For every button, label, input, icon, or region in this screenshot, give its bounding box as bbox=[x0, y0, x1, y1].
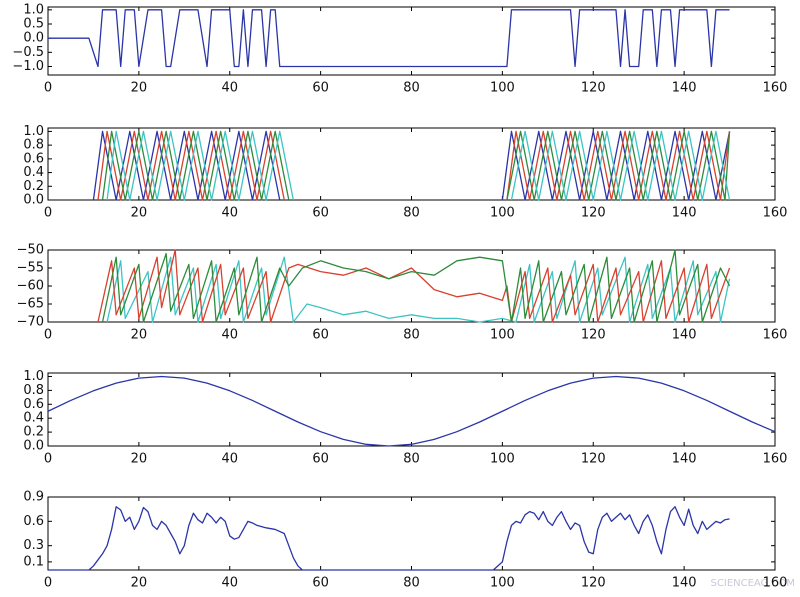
y-tick-label: 0.0 bbox=[23, 439, 44, 454]
y-tick-label: 0.2 bbox=[23, 179, 44, 194]
x-tick-label: 60 bbox=[312, 81, 329, 96]
x-tick-label: 140 bbox=[672, 81, 697, 96]
x-tick-label: 120 bbox=[581, 328, 606, 343]
y-tick-label: −1.0 bbox=[12, 59, 44, 74]
x-tick-label: 60 bbox=[312, 576, 329, 591]
x-tick-label: 0 bbox=[44, 452, 52, 467]
x-tick-label: 40 bbox=[221, 81, 238, 96]
data-line bbox=[47, 375, 776, 447]
x-tick-label: 60 bbox=[312, 206, 329, 221]
y-tick-label: −70 bbox=[17, 315, 44, 330]
x-tick-label: 100 bbox=[490, 81, 515, 96]
y-tick-label: 0.6 bbox=[23, 514, 44, 529]
x-tick-label: 120 bbox=[581, 452, 606, 467]
y-tick-label: 0.4 bbox=[23, 411, 44, 426]
x-tick-label: 100 bbox=[490, 206, 515, 221]
x-tick-label: 40 bbox=[221, 206, 238, 221]
x-tick-label: 20 bbox=[131, 452, 148, 467]
x-tick-label: 160 bbox=[763, 452, 788, 467]
y-tick-label: 0.8 bbox=[23, 383, 44, 398]
x-tick-label: 80 bbox=[403, 328, 420, 343]
x-tick-label: 140 bbox=[672, 206, 697, 221]
data-line bbox=[48, 9, 730, 68]
x-tick-label: 60 bbox=[312, 328, 329, 343]
y-tick-label: 0.6 bbox=[23, 397, 44, 412]
y-tick-label: 0.2 bbox=[23, 425, 44, 440]
data-line bbox=[101, 249, 731, 323]
y-tick-label: 1.0 bbox=[23, 124, 44, 139]
y-tick-label: 0.8 bbox=[23, 138, 44, 153]
y-tick-label: 0.5 bbox=[23, 17, 44, 32]
x-tick-label: 100 bbox=[490, 452, 515, 467]
x-tick-label: 20 bbox=[131, 576, 148, 591]
watermark: SCIENCEAG.COM bbox=[711, 578, 795, 589]
y-tick-label: 0.3 bbox=[23, 538, 44, 553]
x-tick-label: 80 bbox=[403, 576, 420, 591]
x-tick-label: 0 bbox=[44, 328, 52, 343]
x-tick-label: 0 bbox=[44, 576, 52, 591]
x-tick-label: 20 bbox=[131, 328, 148, 343]
data-line bbox=[106, 130, 731, 201]
x-tick-label: 80 bbox=[403, 81, 420, 96]
x-tick-label: 160 bbox=[763, 328, 788, 343]
x-tick-label: 160 bbox=[763, 206, 788, 221]
data-line bbox=[97, 249, 731, 323]
x-tick-label: 60 bbox=[312, 452, 329, 467]
x-tick-label: 0 bbox=[44, 81, 52, 96]
x-tick-label: 160 bbox=[763, 81, 788, 96]
x-tick-label: 140 bbox=[672, 576, 697, 591]
y-tick-label: 0.4 bbox=[23, 165, 44, 180]
x-tick-label: 40 bbox=[221, 576, 238, 591]
y-tick-label: 0.0 bbox=[23, 31, 44, 46]
x-tick-label: 80 bbox=[403, 452, 420, 467]
x-tick-label: 100 bbox=[490, 328, 515, 343]
x-tick-label: 120 bbox=[581, 81, 606, 96]
y-tick-label: 0.6 bbox=[23, 151, 44, 166]
y-tick-label: −60 bbox=[17, 279, 44, 294]
x-tick-label: 40 bbox=[221, 328, 238, 343]
data-line bbox=[106, 256, 731, 323]
y-tick-label: 0.9 bbox=[23, 490, 44, 505]
x-tick-label: 120 bbox=[581, 576, 606, 591]
x-tick-label: 80 bbox=[403, 206, 420, 221]
x-tick-label: 120 bbox=[581, 206, 606, 221]
y-tick-label: 0.0 bbox=[23, 193, 44, 208]
y-tick-label: −55 bbox=[17, 261, 44, 276]
x-tick-label: 0 bbox=[44, 206, 52, 221]
y-tick-label: −0.5 bbox=[12, 45, 44, 60]
x-tick-label: 140 bbox=[672, 452, 697, 467]
x-tick-label: 100 bbox=[490, 576, 515, 591]
x-tick-label: 20 bbox=[131, 206, 148, 221]
x-tick-label: 140 bbox=[672, 328, 697, 343]
x-tick-label: 160 bbox=[763, 576, 788, 591]
data-line bbox=[48, 506, 730, 571]
y-tick-label: 1.0 bbox=[23, 2, 44, 17]
x-tick-label: 20 bbox=[131, 81, 148, 96]
y-tick-label: 1.0 bbox=[23, 369, 44, 384]
y-tick-label: −50 bbox=[17, 243, 44, 258]
x-tick-label: 40 bbox=[221, 452, 238, 467]
y-tick-label: −65 bbox=[17, 297, 44, 312]
y-tick-label: 0.1 bbox=[23, 554, 44, 569]
